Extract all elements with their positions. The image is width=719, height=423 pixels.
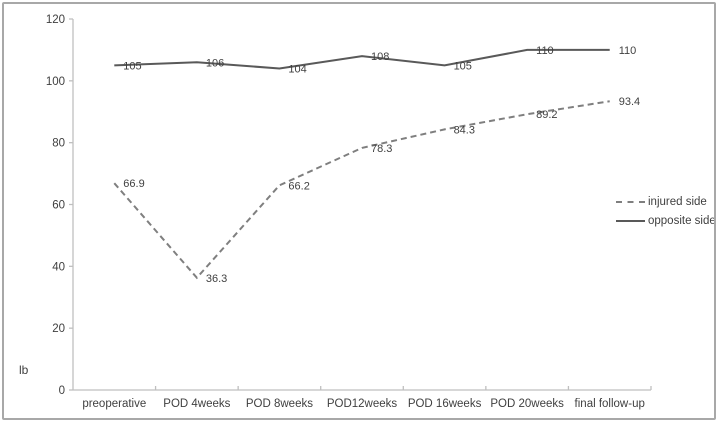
solid-line-swatch bbox=[616, 219, 645, 222]
y-tick-label: 100 bbox=[46, 76, 65, 88]
data-label: 84.3 bbox=[454, 124, 475, 136]
y-tick-label: 60 bbox=[52, 200, 65, 212]
legend-item-injured-side: injured side bbox=[616, 192, 716, 211]
data-label: 93.4 bbox=[619, 96, 640, 108]
data-label: 89.2 bbox=[536, 109, 557, 121]
x-tick-label: POD 20weeks bbox=[490, 398, 564, 410]
y-tick-label: 20 bbox=[52, 323, 65, 335]
data-label: 108 bbox=[371, 51, 389, 63]
x-tick-label: POD 16weeks bbox=[408, 398, 482, 410]
x-tick-label: preoperative bbox=[82, 398, 146, 410]
series-line-opposite-side bbox=[114, 48, 610, 70]
x-tick-label: POD 4weeks bbox=[163, 398, 230, 410]
data-label: 78.3 bbox=[371, 143, 392, 155]
legend: injured side opposite side bbox=[616, 192, 716, 230]
x-tick-label: final follow-up bbox=[575, 398, 645, 410]
data-label: 66.9 bbox=[123, 178, 144, 190]
y-tick-label: 80 bbox=[52, 138, 65, 150]
legend-label: injured side bbox=[648, 195, 707, 208]
data-label: 106 bbox=[206, 57, 224, 69]
y-axis-unit-label: lb bbox=[19, 363, 29, 377]
y-tick-label: 0 bbox=[59, 385, 65, 397]
series-line-injured-side bbox=[113, 100, 610, 280]
y-tick-label: 40 bbox=[52, 261, 65, 273]
dashed-line-swatch bbox=[616, 200, 645, 203]
data-label: 110 bbox=[619, 45, 637, 57]
x-tick-label: POD12weeks bbox=[327, 398, 398, 410]
legend-item-opposite-side: opposite side bbox=[616, 211, 716, 230]
data-label: 105 bbox=[123, 60, 141, 72]
data-label: 104 bbox=[288, 63, 306, 75]
x-tick-label: POD 8weeks bbox=[246, 398, 313, 410]
data-label: 105 bbox=[454, 60, 472, 72]
data-label: 66.2 bbox=[288, 180, 309, 192]
data-label: 36.3 bbox=[206, 273, 227, 285]
legend-label: opposite side bbox=[648, 214, 716, 227]
data-label: 110 bbox=[536, 45, 554, 57]
y-tick-label: 120 bbox=[46, 14, 65, 26]
